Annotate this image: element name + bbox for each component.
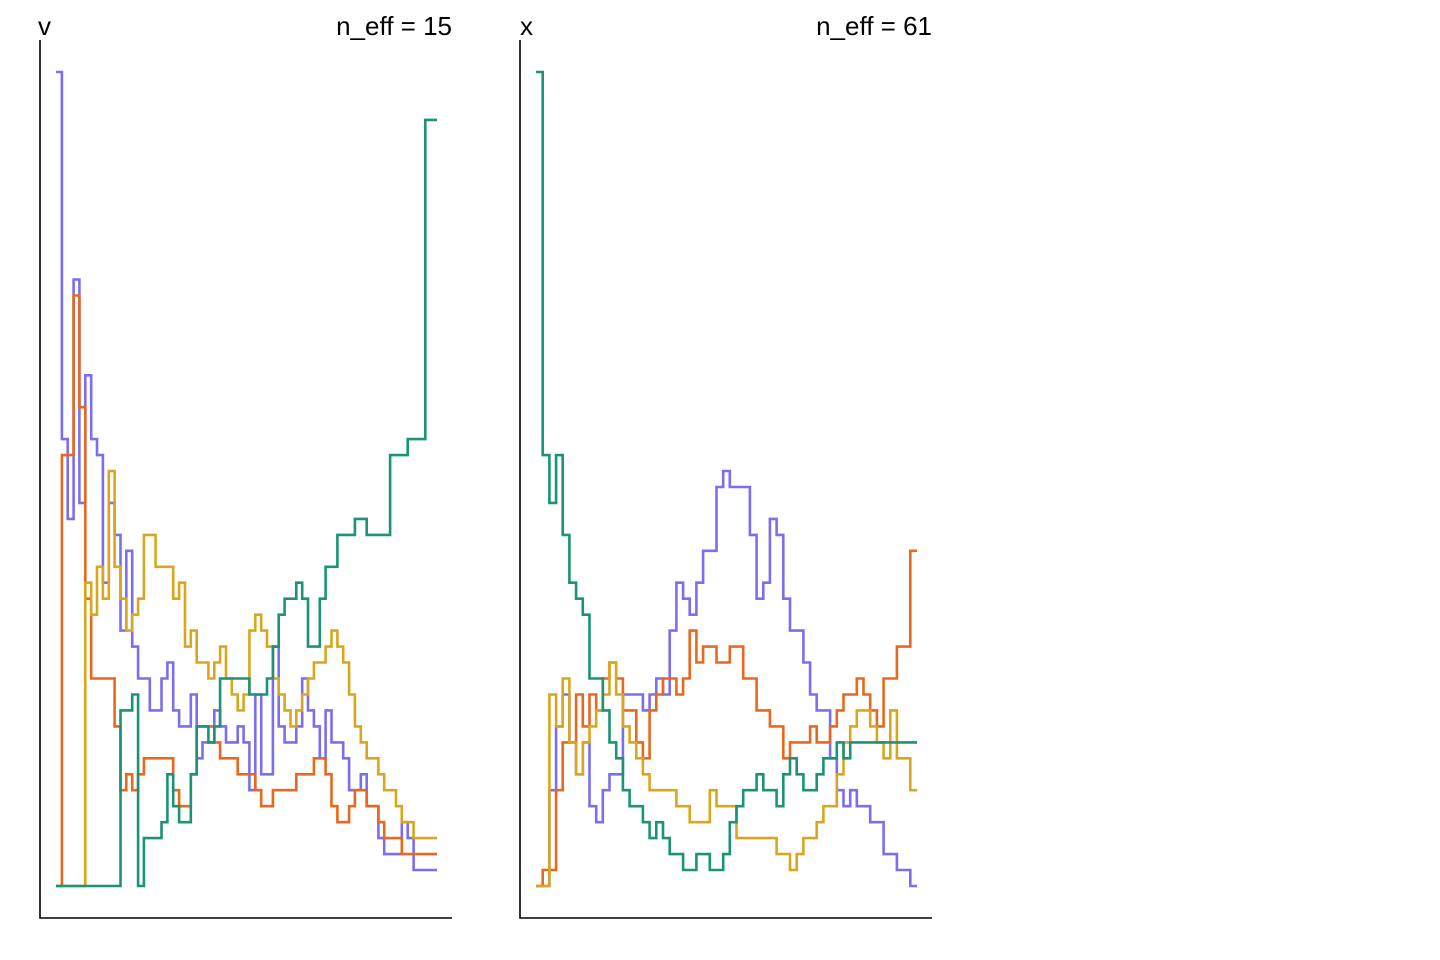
series-line-1 <box>536 469 917 888</box>
series-group <box>56 70 437 888</box>
series-line-4 <box>56 118 437 888</box>
panel-neff-annotation: n_eff = 15 <box>336 11 452 41</box>
chart-panel-v: v n_eff = 15 <box>38 11 452 919</box>
series-line-2 <box>536 549 917 888</box>
series-group <box>536 70 917 888</box>
panel-title: x <box>520 11 533 41</box>
panel-neff-annotation: n_eff = 61 <box>816 11 932 41</box>
series-line-3 <box>536 661 917 888</box>
panel-title: v <box>38 11 51 41</box>
series-line-4 <box>536 70 917 872</box>
axis-lines <box>39 40 452 919</box>
chart-panel-x: x n_eff = 61 <box>519 11 932 919</box>
series-line-2 <box>56 294 437 888</box>
axis-lines <box>519 40 932 919</box>
